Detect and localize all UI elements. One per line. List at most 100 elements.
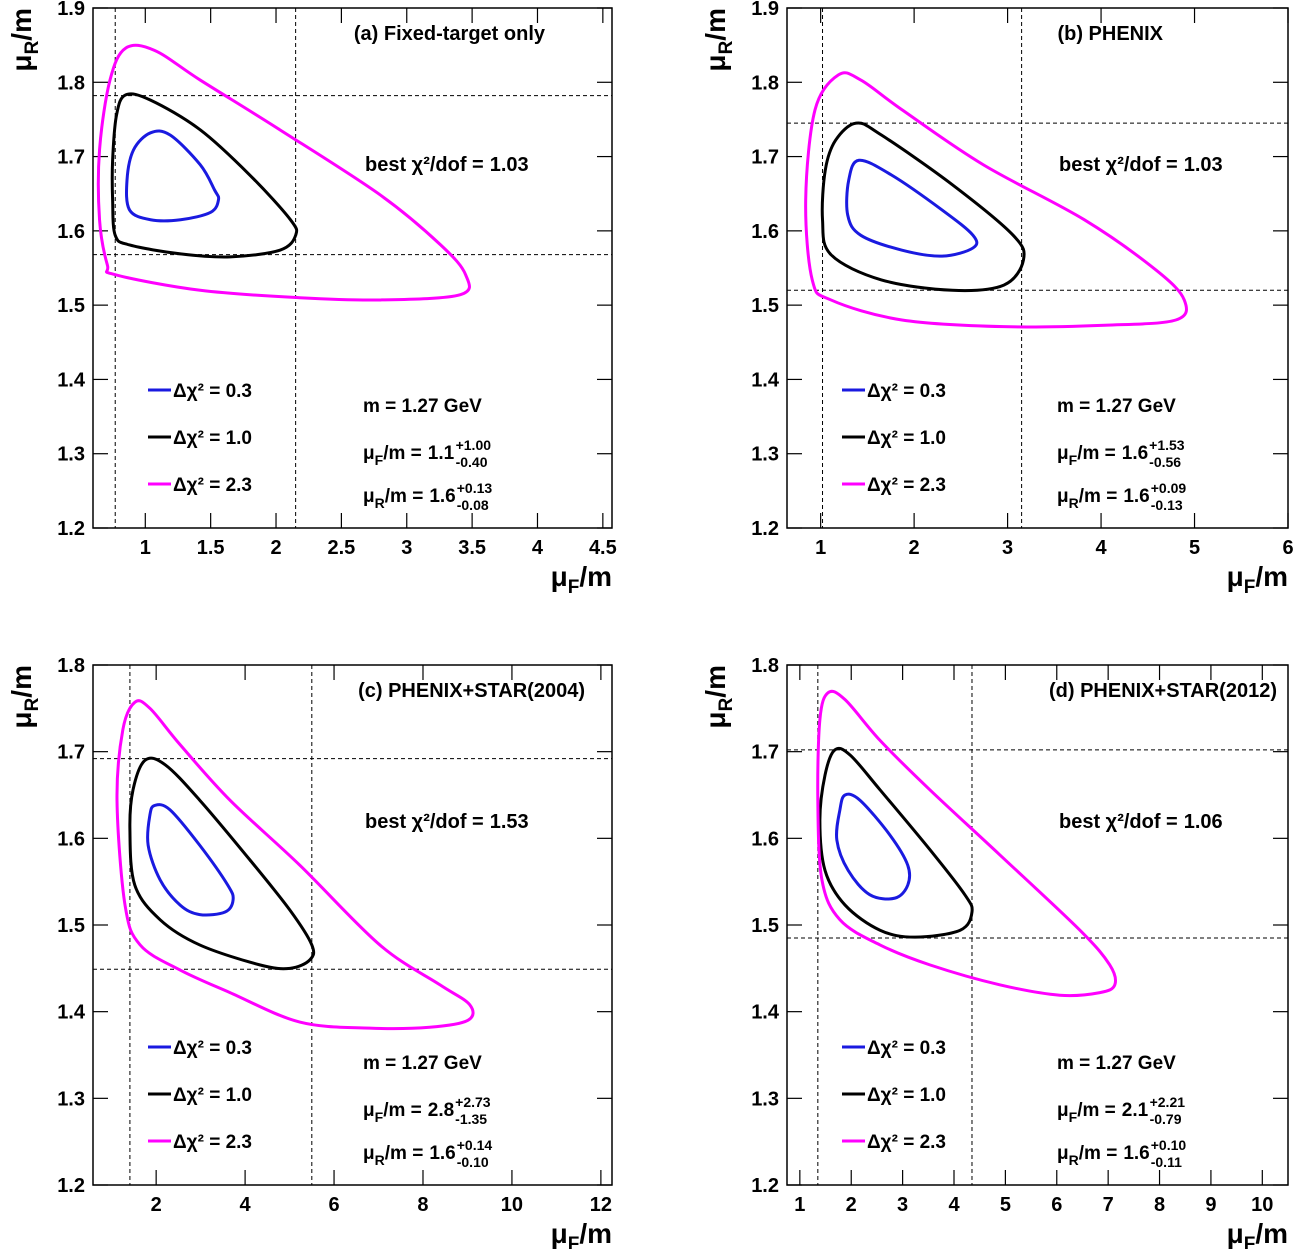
result-value: 1.6 — [1122, 443, 1148, 464]
y-tick-label: 1.5 — [751, 295, 779, 317]
y-tick-label: 1.2 — [57, 518, 85, 540]
result-plus: +0.10 — [1151, 1137, 1187, 1153]
panel: 1 1.5 2 2.5 3 3.5 4 4.5 1.2 1.3 1.4 1.5 1.6 1.7 1.8 1.9… — [6, 0, 617, 598]
result-minus: -0.08 — [457, 497, 489, 513]
x-axis-tail: /m — [579, 1218, 612, 1249]
result: μR/m = 1.6 — [363, 1143, 456, 1168]
x-tick-label: 8 — [1154, 1194, 1165, 1216]
legend-label: Δχ² = 2.3 — [173, 1132, 252, 1153]
result-value: 1.6 — [1123, 1143, 1149, 1164]
panel: 1 2 3 4 5 6 1.2 1.3 1.4 1.5 1.6 1.7 1.8 1.9 Δχ² = 0.3 Δ… — [700, 0, 1294, 598]
contour — [804, 71, 1189, 329]
x-tick-label: 6 — [1051, 1194, 1062, 1216]
x-tick-label: 8 — [417, 1194, 428, 1216]
y-axis-symbol: μ — [6, 711, 37, 728]
y-tick-label: 1.7 — [751, 742, 779, 764]
y-tick-label: 1.2 — [751, 518, 779, 540]
result-minus: -0.56 — [1149, 454, 1181, 470]
result-plus: +0.13 — [457, 480, 493, 496]
y-tick-label: 1.3 — [751, 444, 779, 466]
x-tick-label: 1 — [815, 537, 826, 559]
result-minus: -0.11 — [1151, 1154, 1182, 1170]
result: μF/m = 1.1 — [363, 443, 455, 468]
best-fit: best χ²/dof = 1.06 — [1059, 811, 1223, 833]
result-text: /m = — [1077, 1100, 1116, 1121]
y-tick-label: 1.5 — [751, 915, 779, 937]
result-plus: +0.09 — [1151, 480, 1187, 496]
x-tick-label: 6 — [328, 1194, 339, 1216]
legend-label: Δχ² = 1.0 — [173, 428, 252, 449]
y-axis-sub: R — [716, 40, 737, 54]
x-tick-label: 1.5 — [197, 537, 225, 559]
result-plus: +2.21 — [1150, 1094, 1186, 1110]
result-symbol: μ — [1057, 1143, 1069, 1164]
plot-frame — [92, 664, 613, 1186]
y-axis-symbol: μ — [700, 54, 731, 71]
x-tick-label: 5 — [1189, 537, 1200, 559]
y-axis-tail: /m — [700, 8, 731, 41]
x-axis-symbol: μ — [1227, 1218, 1244, 1249]
y-tick-label: 1.2 — [57, 1175, 85, 1197]
y-tick-label: 1.8 — [751, 72, 779, 94]
y-tick-label: 1.9 — [57, 0, 85, 20]
y-tick-label: 1.3 — [57, 444, 85, 466]
legend-label: Δχ² = 1.0 — [867, 1085, 946, 1106]
result-symbol: μ — [363, 1100, 375, 1121]
result-minus: -1.35 — [455, 1111, 487, 1127]
result-text: /m = — [383, 443, 422, 464]
x-tick-label: 3 — [401, 537, 412, 559]
result-minus: -0.10 — [457, 1154, 489, 1170]
panel: 2 4 6 8 10 12 1.2 1.3 1.4 1.5 1.6 1.7 1.8 Δχ² = 0.3 Δχ… — [6, 655, 613, 1249]
result-value: 1.6 — [429, 1143, 455, 1164]
y-axis-sub: R — [716, 697, 737, 711]
best-fit-label: best χ²/dof = — [1059, 154, 1178, 176]
x-tick-label: 1 — [794, 1194, 805, 1216]
x-axis-title: μF/m — [551, 561, 612, 598]
x-axis-symbol: μ — [1227, 561, 1244, 592]
y-tick-label: 1.6 — [57, 221, 85, 243]
x-tick-label: 6 — [1282, 537, 1293, 559]
legend-label: Δχ² = 0.3 — [173, 381, 252, 402]
x-axis-tail: /m — [1255, 561, 1288, 592]
x-tick-label: 2.5 — [327, 537, 355, 559]
x-axis-sub: F — [568, 1234, 580, 1249]
y-axis-title: μR/m — [6, 665, 43, 729]
result-value: 2.1 — [1122, 1100, 1149, 1121]
result: μF/m = 2.1 — [1057, 1100, 1149, 1125]
panel-title: (d) PHENIX+STAR(2012) — [1049, 680, 1277, 702]
x-tick-label: 3 — [1002, 537, 1013, 559]
y-axis-title: μR/m — [700, 665, 737, 729]
best-fit-label: best χ²/dof = — [365, 154, 484, 176]
result-minus: -0.40 — [456, 454, 488, 470]
contour — [96, 43, 471, 302]
best-fit: best χ²/dof = 1.53 — [365, 811, 529, 833]
x-tick-label: 10 — [1251, 1194, 1273, 1216]
x-tick-label: 2 — [846, 1194, 857, 1216]
y-tick-label: 1.4 — [57, 369, 86, 391]
x-axis-title: μF/m — [551, 1218, 612, 1249]
result-symbol: μ — [1057, 1100, 1069, 1121]
plot-frame — [786, 664, 1289, 1186]
y-tick-label: 1.3 — [751, 1088, 779, 1110]
y-axis-symbol: μ — [6, 54, 37, 71]
x-tick-label: 2 — [151, 1194, 162, 1216]
result-value: 2.8 — [428, 1100, 454, 1121]
x-axis-tail: /m — [579, 561, 612, 592]
panel: 1 2 3 4 5 6 7 8 9 10 1.2 1.3 1.4 1.5 1.6 1.7 1.8 Δχ² = 0.… — [700, 655, 1289, 1249]
y-tick-label: 1.6 — [751, 221, 779, 243]
result-sub: F — [1069, 452, 1078, 468]
y-tick-label: 1.7 — [751, 147, 779, 169]
contour — [818, 746, 974, 939]
legend-label: Δχ² = 2.3 — [173, 475, 252, 496]
x-axis-sub: F — [1244, 577, 1256, 598]
x-tick-label: 10 — [501, 1194, 523, 1216]
x-axis-symbol: μ — [551, 1218, 568, 1249]
result: μF/m = 2.8 — [363, 1100, 454, 1125]
best-fit-value: 1.06 — [1184, 811, 1223, 833]
result-sub: F — [375, 452, 384, 468]
y-axis-title: μR/m — [6, 8, 43, 72]
y-axis-tail: /m — [700, 665, 731, 698]
result-plus: +1.00 — [456, 437, 492, 453]
result: μR/m = 1.6 — [363, 486, 456, 511]
